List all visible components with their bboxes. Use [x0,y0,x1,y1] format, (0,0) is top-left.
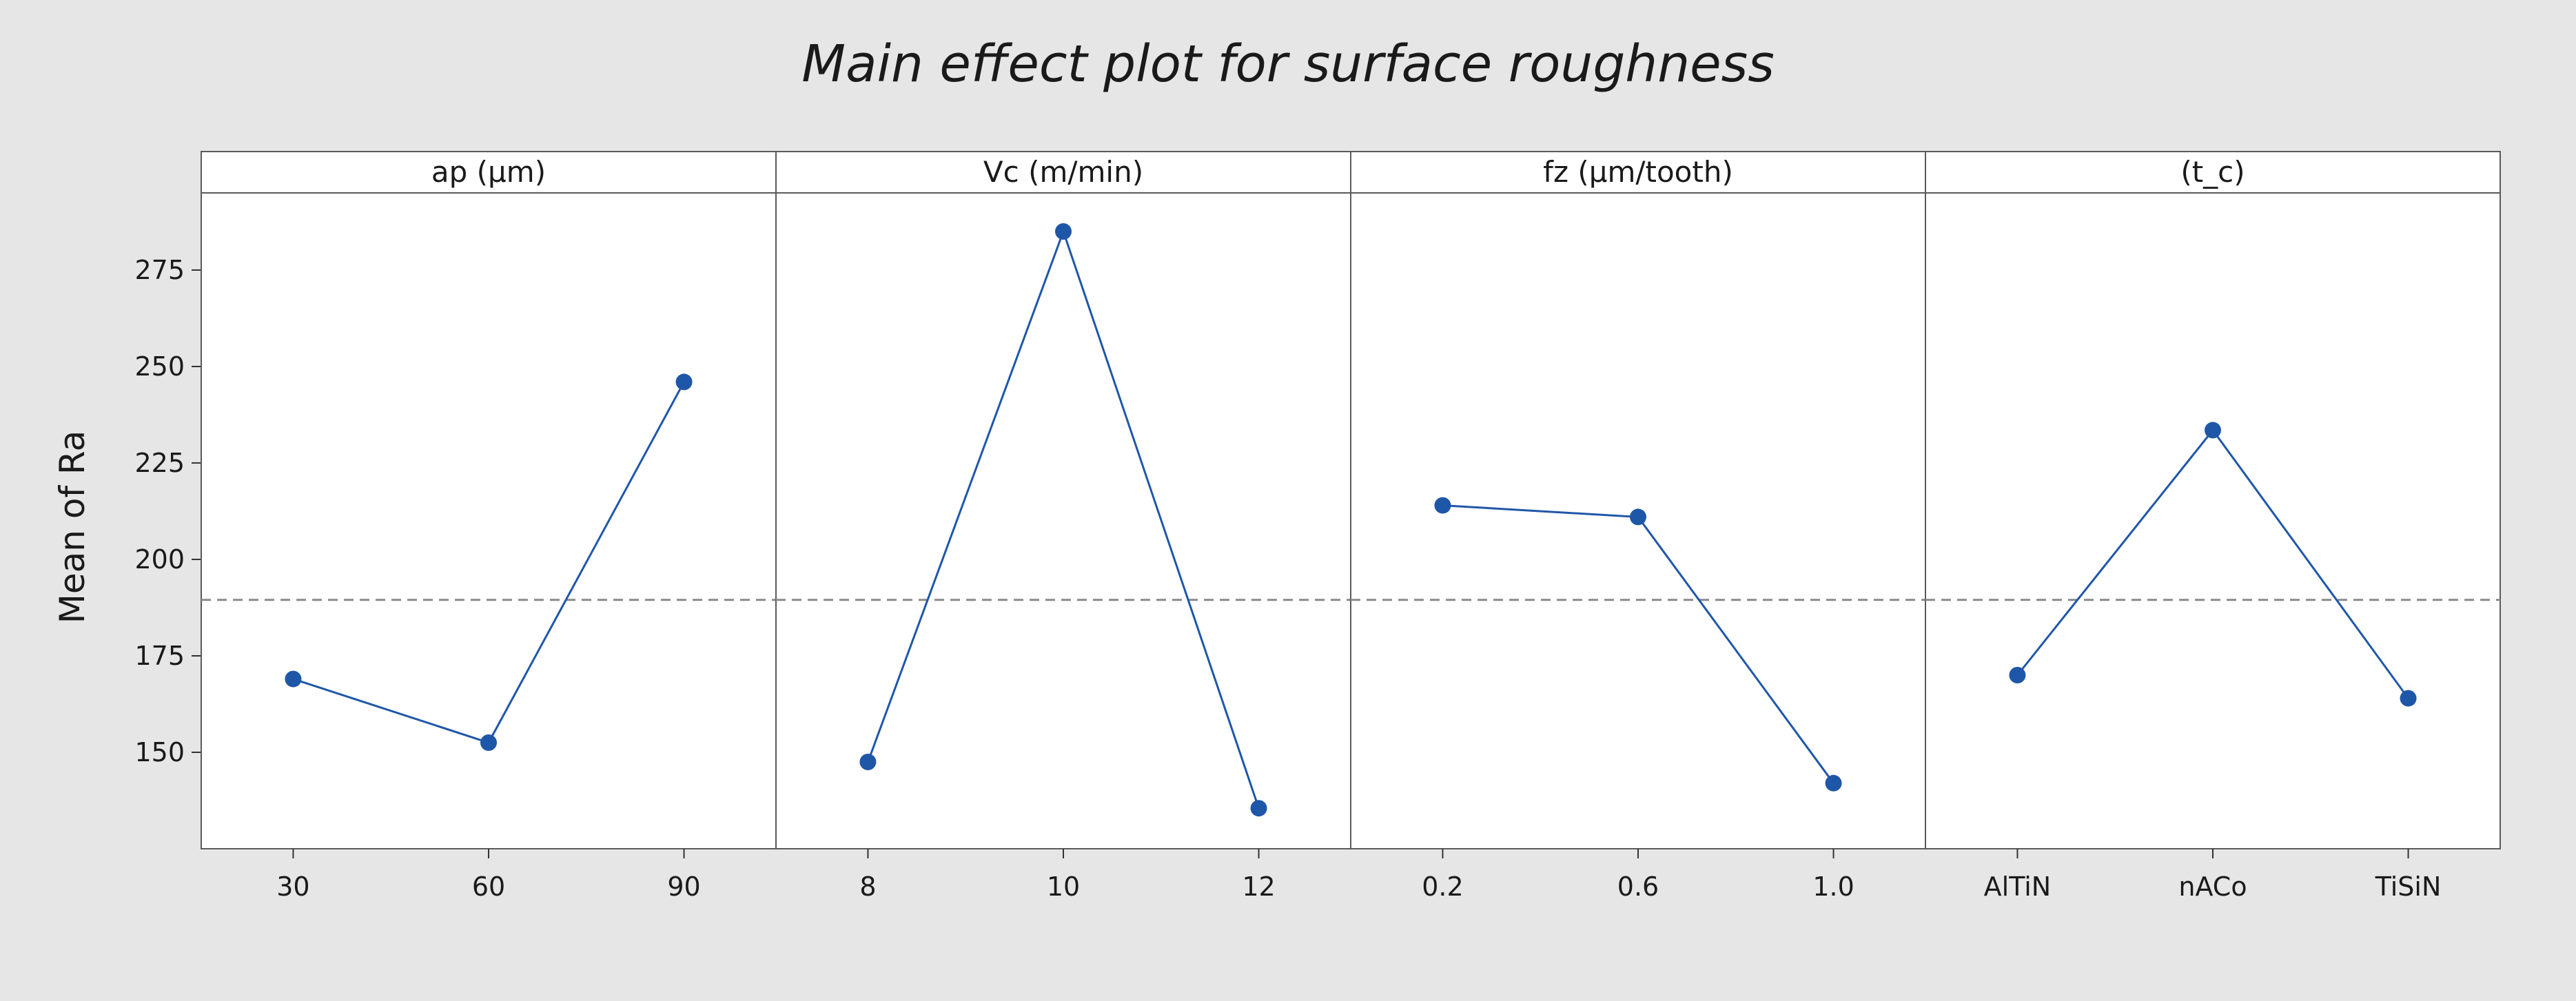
panel: fz (μm/tooth) 0.2 0.6 1.0 [1350,151,1926,902]
data-point [2205,422,2221,439]
panel-title: ap (μm) [431,155,546,189]
panels: ap (μm) 30 60 90 Vc (m/min) 8 10 12 fz (μm/tooth… [201,151,2501,902]
data-point [2009,667,2026,683]
data-point [480,734,497,751]
data-point [1434,497,1451,514]
panel-title: fz (μm/tooth) [1543,155,1733,189]
y-tick-label: 250 [134,351,185,382]
data-point [285,670,302,688]
panel-plot-area [775,192,1351,849]
y-tick-label: 150 [134,737,185,767]
panel-header [1350,151,1926,194]
panel-title: (t_c) [2180,155,2245,189]
x-tick-label: 0.6 [1617,871,1659,902]
y-tick-label: 275 [134,255,185,285]
y-axis: 150 175 200 225 250 275 [134,255,201,767]
panel: Vc (m/min) 8 10 12 [775,151,1351,902]
x-tick-label: 12 [1242,871,1275,902]
x-tick-label: 60 [472,871,505,902]
panel: ap (μm) 30 60 90 [201,151,777,902]
y-tick-label: 200 [134,544,185,575]
data-point [2400,690,2417,707]
x-tick-label: 90 [667,871,700,902]
data-point [1630,508,1646,526]
panel-title: Vc (m/min) [983,155,1143,189]
x-tick-label: 30 [276,871,309,902]
x-tick-label: 1.0 [1812,871,1854,902]
data-point [675,373,693,391]
y-axis-label: Mean of Ra [52,431,92,624]
y-tick-label: 175 [134,641,185,671]
data-point [1250,800,1267,817]
x-tick-label: 8 [859,871,876,902]
x-tick-label: nACo [2178,871,2247,902]
panel-plot-area [1925,192,2501,849]
panel: (t_c) AlTiN nACo TiSiN [1925,151,2501,902]
panel-header [1925,151,2501,194]
x-tick-label: AlTiN [1984,871,2052,902]
data-point [1825,774,1842,792]
chart-title: Main effect plot for surface roughness [801,34,1775,94]
x-tick-label: 10 [1047,871,1080,902]
x-tick-label: TiSiN [2375,871,2442,902]
y-tick-label: 225 [134,448,185,478]
x-tick-label: 0.2 [1422,871,1463,902]
data-point [1055,223,1072,240]
data-point [859,754,877,770]
